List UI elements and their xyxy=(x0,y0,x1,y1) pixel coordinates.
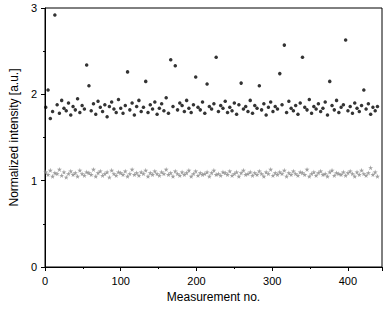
svg-text:300: 300 xyxy=(263,275,281,287)
svg-text:0: 0 xyxy=(31,261,37,273)
svg-text:3: 3 xyxy=(31,2,37,14)
svg-text:0: 0 xyxy=(42,275,48,287)
svg-text:1: 1 xyxy=(31,175,37,187)
svg-text:200: 200 xyxy=(187,275,205,287)
svg-text:400: 400 xyxy=(339,275,357,287)
svg-text:Measurement no.: Measurement no. xyxy=(167,290,260,304)
svg-text:100: 100 xyxy=(112,275,130,287)
svg-text:2: 2 xyxy=(31,88,37,100)
svg-text:Normalized intensity [a.u.]: Normalized intensity [a.u.] xyxy=(7,68,21,206)
